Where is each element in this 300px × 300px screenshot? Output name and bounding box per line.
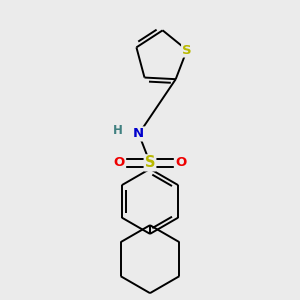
Text: N: N (133, 128, 144, 140)
Text: S: S (145, 155, 155, 170)
Text: O: O (175, 156, 186, 169)
Text: H: H (113, 124, 123, 137)
Text: S: S (182, 44, 192, 56)
Text: O: O (114, 156, 125, 169)
